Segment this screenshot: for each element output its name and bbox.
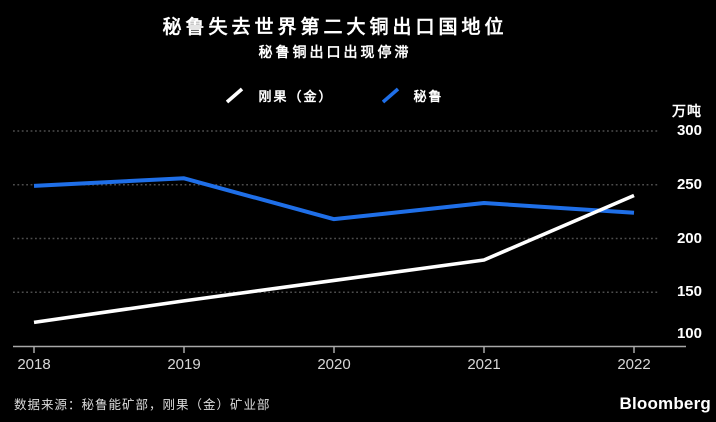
y-tick-label-100: 100 bbox=[676, 325, 702, 342]
x-tick-label-2021: 2021 bbox=[467, 356, 501, 373]
line-sample-icon bbox=[226, 87, 244, 104]
x-tick-label-2019: 2019 bbox=[167, 356, 201, 373]
x-tick-label-2022: 2022 bbox=[617, 356, 651, 373]
y-tick-label-250: 250 bbox=[676, 175, 702, 193]
line-sample-icon bbox=[381, 87, 399, 104]
y-tick-label-200: 200 bbox=[676, 229, 702, 247]
x-tick-label-2018: 2018 bbox=[17, 356, 51, 373]
legend-marker-peru bbox=[381, 87, 399, 104]
series-line-0 bbox=[33, 193, 635, 325]
y-tick-label-300: 300 bbox=[676, 122, 702, 139]
y-axis-unit-label: 万吨 bbox=[672, 105, 702, 120]
chart-subtitle: 秘鲁铜出口出现停滞 bbox=[258, 46, 412, 61]
title-block: 秘鲁失去世界第二大铜出口国地位 秘鲁铜出口出现停滞 bbox=[0, 0, 670, 64]
legend-label-peru: 秘鲁 bbox=[413, 88, 444, 104]
bloomberg-logo: Bloomberg bbox=[619, 394, 711, 413]
legend-item-peru: 秘鲁 bbox=[381, 86, 444, 105]
source-note: 数据来源：秘鲁能矿部，刚果（金）矿业部 bbox=[14, 398, 271, 412]
legend-item-congo: 刚果（金） bbox=[226, 86, 333, 105]
legend: 刚果（金） 秘鲁 bbox=[0, 82, 670, 108]
series-line-1 bbox=[33, 176, 635, 222]
chart-title: 秘鲁失去世界第二大铜出口国地位 bbox=[162, 17, 508, 38]
legend-label-congo: 刚果（金） bbox=[258, 88, 334, 104]
y-tick-label-150: 150 bbox=[676, 283, 702, 301]
x-tick-label-2020: 2020 bbox=[317, 356, 351, 373]
legend-marker-congo bbox=[226, 87, 244, 104]
